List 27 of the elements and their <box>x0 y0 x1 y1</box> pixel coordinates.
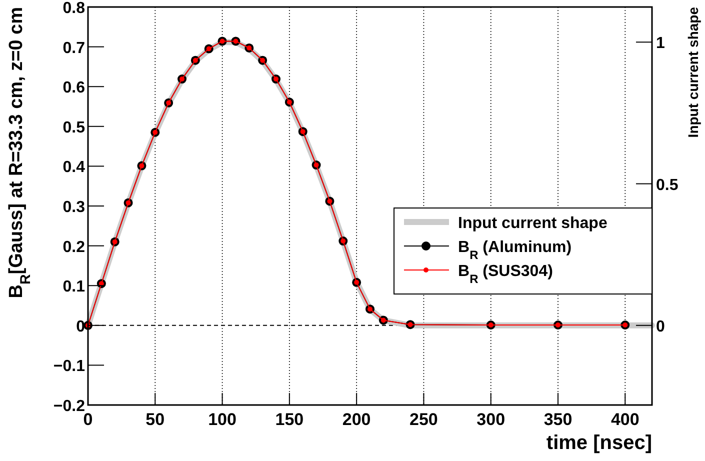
x-tick-label: 50 <box>146 410 165 429</box>
x-tick-label: 200 <box>342 410 371 429</box>
x-tick-label: 400 <box>610 410 640 429</box>
y2-axis-title: Input current shape <box>685 6 701 138</box>
x-tick-label: 150 <box>275 410 304 429</box>
y2-tick-label: 0.5 <box>656 176 678 194</box>
y-tick-label: 0.8 <box>62 0 86 17</box>
y-tick-label: 0.4 <box>62 159 86 176</box>
x-axis-title: time [nsec] <box>546 432 652 454</box>
y-tick-label: 0.1 <box>62 278 86 296</box>
y-tick-label: 0.2 <box>62 238 86 256</box>
x-tick-label: 250 <box>410 410 438 429</box>
legend-label: B$_{R}$ (SUS304) <box>458 263 553 286</box>
x-tick-label: 350 <box>544 410 572 429</box>
y-tick-label: 0.7 <box>62 40 86 57</box>
y2-tick-label: 1 <box>656 35 665 52</box>
y-tick-label: 0.5 <box>62 119 86 136</box>
y-tick-label: 0.3 <box>62 199 86 216</box>
legend-label: Input current shape <box>458 215 608 232</box>
y-tick-label: −0.1 <box>53 358 86 376</box>
y-tick-label: −0.2 <box>53 398 86 415</box>
x-tick-label: 100 <box>208 410 236 429</box>
legend-label: B$_{R}$ (Aluminum) <box>458 239 572 262</box>
y2-tick-label: 0 <box>656 318 665 336</box>
y-tick-label: 0 <box>76 318 86 336</box>
y-tick-label: 0.6 <box>62 80 86 97</box>
x-tick-label: 300 <box>476 410 506 429</box>
